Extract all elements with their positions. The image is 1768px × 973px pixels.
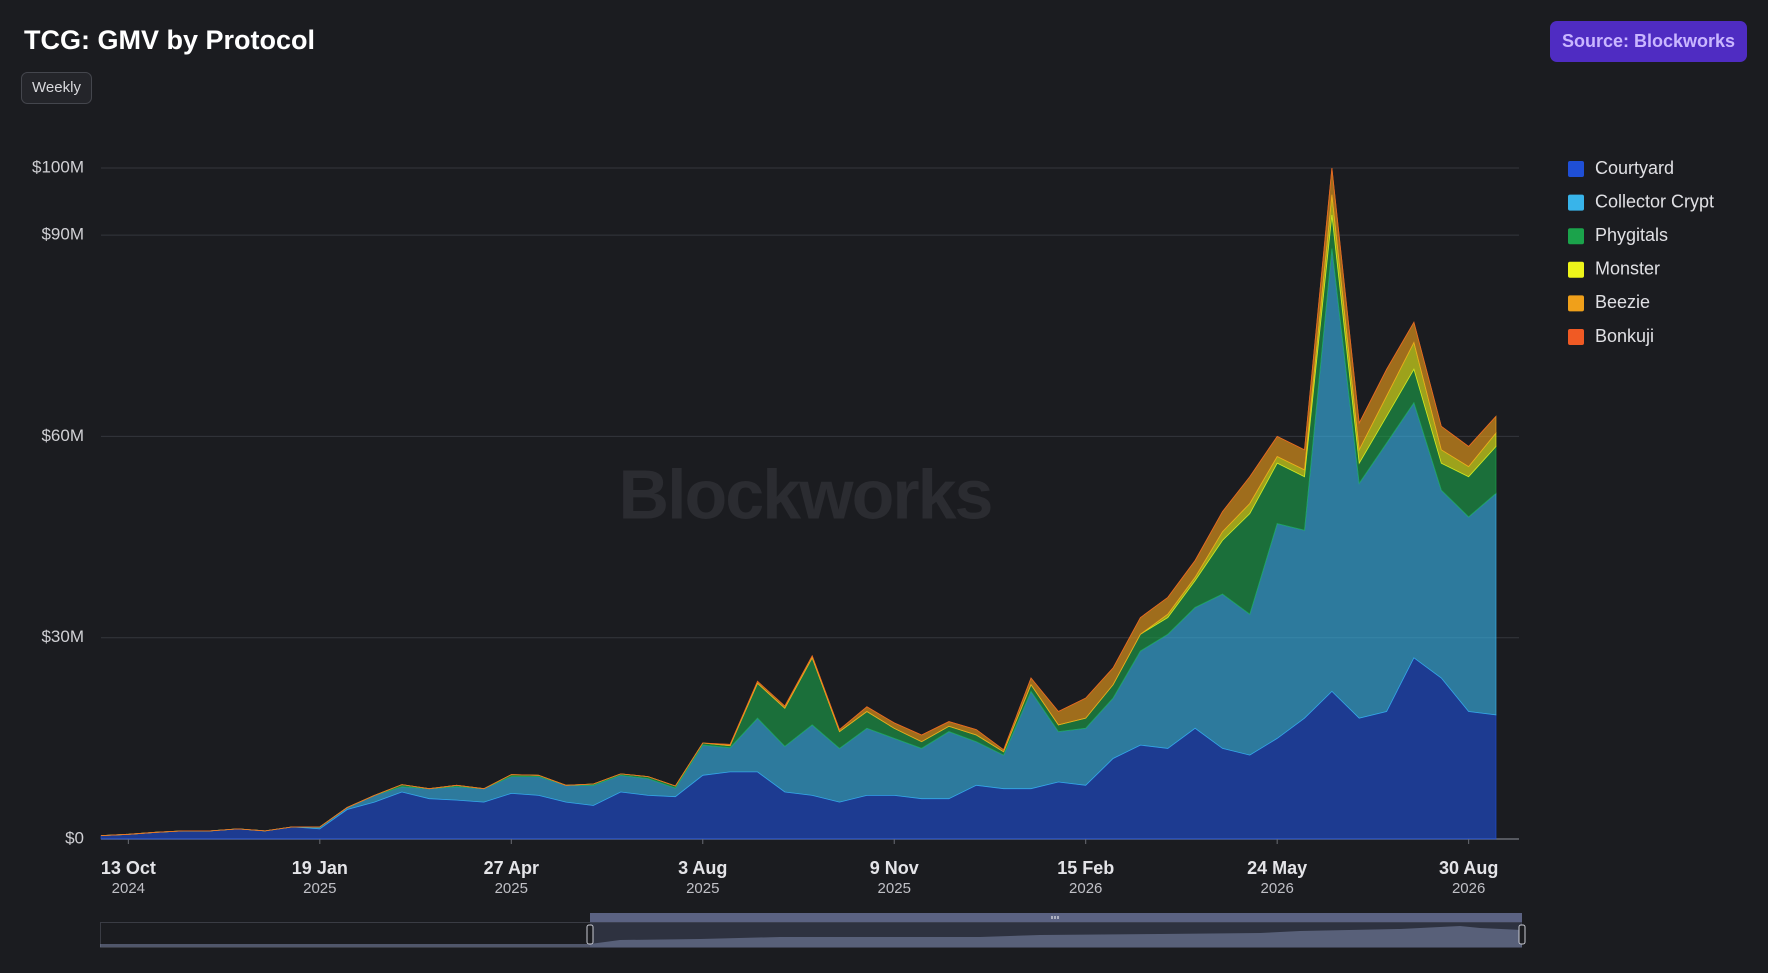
watermark: Blockworks bbox=[619, 455, 992, 533]
x-tick-label: 19 Jan bbox=[292, 858, 348, 878]
navigator-handle[interactable] bbox=[586, 924, 594, 945]
legend-swatch[interactable] bbox=[1568, 194, 1584, 211]
plot: $0 $30M $60M $90M $100M 13 Oct 2024 19 Jan 2025 2… bbox=[32, 157, 1714, 896]
legend-label[interactable]: Phygitals bbox=[1595, 225, 1668, 245]
legend-swatch[interactable] bbox=[1568, 329, 1584, 345]
navigator-grip bbox=[1051, 916, 1059, 919]
legend-label[interactable]: Courtyard bbox=[1595, 158, 1674, 178]
x-tick-label: 13 Oct bbox=[101, 858, 156, 878]
navigator-handle[interactable] bbox=[1518, 924, 1526, 945]
x-tick-label: 27 Apr bbox=[484, 858, 539, 878]
x-tick-year: 2026 bbox=[1260, 880, 1293, 897]
legend-swatch[interactable] bbox=[1568, 261, 1584, 278]
legend-label[interactable]: Monster bbox=[1595, 259, 1660, 279]
area bbox=[100, 167, 1497, 836]
x-tick-label: 15 Feb bbox=[1057, 858, 1114, 878]
x-tick-label: 30 Aug bbox=[1439, 858, 1498, 878]
y-tick-label: $90M bbox=[41, 225, 84, 244]
navigator-preview bbox=[100, 926, 1522, 947]
legend-label[interactable]: Collector Crypt bbox=[1595, 191, 1714, 211]
legend-label[interactable]: Beezie bbox=[1595, 292, 1650, 312]
chart-title: TCG: GMV by Protocol bbox=[24, 25, 315, 55]
interval-label[interactable]: Weekly bbox=[32, 79, 81, 96]
legend-swatch[interactable] bbox=[1568, 161, 1584, 177]
navigator-scrollbar[interactable] bbox=[590, 913, 1522, 922]
x-tick-label: 9 Nov bbox=[870, 858, 919, 878]
source-label[interactable]: Source: Blockworks bbox=[1562, 31, 1735, 51]
source-button[interactable] bbox=[1550, 21, 1747, 62]
x-tick-year: 2025 bbox=[303, 880, 336, 897]
legend-swatch[interactable] bbox=[1568, 228, 1584, 245]
x-tick-label: 24 May bbox=[1247, 858, 1307, 878]
legend-label[interactable]: Bonkuji bbox=[1595, 326, 1654, 346]
y-tick-label: $60M bbox=[41, 426, 84, 445]
x-tick-year: 2026 bbox=[1069, 880, 1102, 897]
y-tick-label: $100M bbox=[32, 157, 84, 176]
y-tick-label: $0 bbox=[65, 828, 84, 847]
x-tick-year: 2025 bbox=[686, 880, 719, 897]
x-tick-year: 2025 bbox=[878, 880, 911, 897]
x-tick-label: 3 Aug bbox=[678, 858, 727, 878]
interval-button[interactable] bbox=[21, 72, 92, 104]
legend-swatch[interactable] bbox=[1568, 295, 1584, 312]
x-tick-year: 2025 bbox=[495, 880, 528, 897]
y-tick-label: $30M bbox=[41, 627, 84, 646]
x-tick-year: 2024 bbox=[112, 880, 145, 897]
x-tick-year: 2026 bbox=[1452, 880, 1485, 897]
